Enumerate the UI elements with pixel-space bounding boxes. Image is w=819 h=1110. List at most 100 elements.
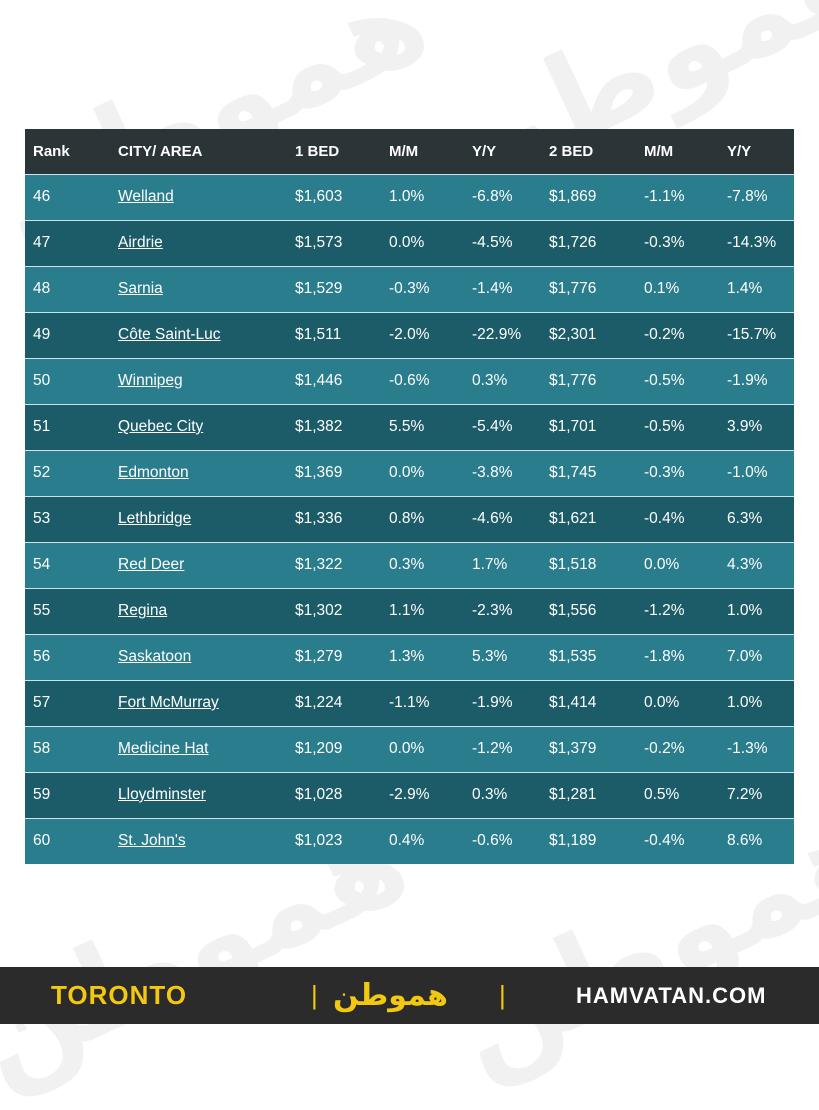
two-bed-mm-cell: -1.2% [644,602,685,619]
two-bed-price-cell: $1,379 [549,740,597,757]
header-city-area: CITY/ AREA [118,142,203,160]
header-1-bed: 1 BED [295,142,340,160]
city-link[interactable]: Winnipeg [118,372,183,389]
one-bed-yy-cell: -1.2% [472,740,513,757]
rank-cell: 49 [33,326,51,343]
rent-ranking-table: Rank CITY/ AREA 1 BED M/M Y/Y 2 BED M/M Y/Y 46 W… [25,129,794,864]
rank-cell: 48 [33,280,51,297]
one-bed-price-cell: $1,511 [295,326,342,343]
two-bed-yy-cell: 3.9% [727,418,763,435]
one-bed-price-cell: $1,322 [295,556,343,573]
city-link[interactable]: St. John's [118,832,186,850]
table-row: 47 Airdrie $1,573 0.0% -4.5% $1,726 -0.3% -14.3… [25,220,794,266]
table-header-row: Rank CITY/ AREA 1 BED M/M Y/Y 2 BED M/M Y/Y [25,129,794,174]
city-link[interactable]: Saskatoon [118,648,192,665]
two-bed-price-cell: $1,281 [549,786,597,803]
one-bed-mm-cell: 0.0% [389,234,425,251]
two-bed-mm-cell: -0.3% [644,234,685,251]
two-bed-price-cell: $1,869 [549,188,597,205]
one-bed-yy-cell: -22.9% [472,326,522,343]
city-link[interactable]: Fort McMurray [118,694,219,711]
one-bed-yy-cell: 5.3% [472,648,508,665]
two-bed-mm-cell: 0.1% [644,280,680,297]
one-bed-price-cell: $1,279 [295,648,343,665]
footer-bar: TORONTO | هموطن | HAMVATAN.COM [0,967,819,1024]
rank-cell: 57 [33,694,51,711]
one-bed-mm-cell: 1.0% [389,188,425,205]
two-bed-yy-cell: -7.8% [727,188,768,205]
city-link[interactable]: Quebec City [118,418,204,435]
one-bed-mm-cell: 0.4% [389,832,425,850]
one-bed-price-cell: $1,529 [295,280,343,297]
one-bed-mm-cell: 0.0% [389,464,425,481]
one-bed-yy-cell: -3.8% [472,464,513,481]
footer-separator: | [311,980,318,1010]
two-bed-mm-cell: 0.0% [644,556,680,573]
rank-cell: 51 [33,418,51,435]
header-1-bed-yy: Y/Y [472,142,497,160]
city-link[interactable]: Lethbridge [118,510,192,527]
table-row: 56 Saskatoon $1,279 1.3% 5.3% $1,535 -1.8% 7.0% [25,634,794,680]
rank-cell: 58 [33,740,51,757]
one-bed-mm-cell: -2.9% [389,786,430,803]
two-bed-price-cell: $1,556 [549,602,597,619]
two-bed-mm-cell: -0.3% [644,464,685,481]
city-link[interactable]: Lloydminster [118,786,206,803]
one-bed-yy-cell: 0.3% [472,372,508,389]
rank-cell: 52 [33,464,51,481]
two-bed-yy-cell: 1.0% [727,602,763,619]
one-bed-price-cell: $1,369 [295,464,343,481]
header-rank: Rank [33,142,70,160]
one-bed-yy-cell: -1.4% [472,280,513,297]
footer-website-link[interactable]: HAMVATAN.COM [576,982,767,1008]
city-link[interactable]: Airdrie [118,234,163,251]
one-bed-price-cell: $1,382 [295,418,343,435]
table-row: 54 Red Deer $1,322 0.3% 1.7% $1,518 0.0% 4.3% [25,542,794,588]
footer-separator: | [499,980,506,1010]
one-bed-yy-cell: -2.3% [472,602,513,619]
city-link[interactable]: Red Deer [118,556,185,573]
two-bed-yy-cell: -1.0% [727,464,768,481]
header-1-bed-mm: M/M [389,142,419,160]
city-link[interactable]: Medicine Hat [118,740,209,757]
one-bed-yy-cell: 1.7% [472,556,508,573]
rank-cell: 46 [33,188,51,205]
city-link[interactable]: Côte Saint-Luc [118,326,221,343]
table-row: 52 Edmonton $1,369 0.0% -3.8% $1,745 -0.3% -1.0… [25,450,794,496]
two-bed-mm-cell: -0.5% [644,372,685,389]
two-bed-yy-cell: 1.4% [727,280,763,297]
two-bed-price-cell: $1,189 [549,832,597,850]
one-bed-price-cell: $1,302 [295,602,343,619]
table-row: 51 Quebec City $1,382 5.5% -5.4% $1,701 -0.5% 3… [25,404,794,450]
footer-city-label: TORONTO [51,980,188,1010]
two-bed-mm-cell: -1.8% [644,648,685,665]
rank-cell: 55 [33,602,51,619]
city-link[interactable]: Sarnia [118,280,163,297]
rank-cell: 50 [33,372,51,389]
one-bed-mm-cell: 1.3% [389,648,425,665]
header-2-bed: 2 BED [549,142,594,160]
table-row: 58 Medicine Hat $1,209 0.0% -1.2% $1,379 -0.2%… [25,726,794,772]
city-link[interactable]: Edmonton [118,464,189,481]
one-bed-yy-cell: 0.3% [472,786,508,803]
one-bed-mm-cell: -0.3% [389,280,430,297]
two-bed-price-cell: $1,701 [549,418,597,435]
city-link[interactable]: Regina [118,602,168,619]
table-row: 50 Winnipeg $1,446 -0.6% 0.3% $1,776 -0.5% -1.9… [25,358,794,404]
two-bed-mm-cell: -0.2% [644,326,685,343]
one-bed-price-cell: $1,603 [295,188,343,205]
one-bed-yy-cell: -4.6% [472,510,513,527]
city-link[interactable]: Welland [118,188,174,205]
rank-cell: 60 [33,832,51,850]
one-bed-mm-cell: 5.5% [389,418,425,435]
two-bed-yy-cell: 6.3% [727,510,763,527]
one-bed-yy-cell: -5.4% [472,418,513,435]
rank-cell: 53 [33,510,51,527]
one-bed-yy-cell: -4.5% [472,234,513,251]
two-bed-yy-cell: 8.6% [727,832,763,850]
two-bed-price-cell: $1,776 [549,372,597,389]
two-bed-mm-cell: -0.4% [644,832,685,850]
header-2-bed-mm: M/M [644,142,674,160]
one-bed-price-cell: $1,224 [295,694,343,711]
one-bed-yy-cell: -1.9% [472,694,513,711]
